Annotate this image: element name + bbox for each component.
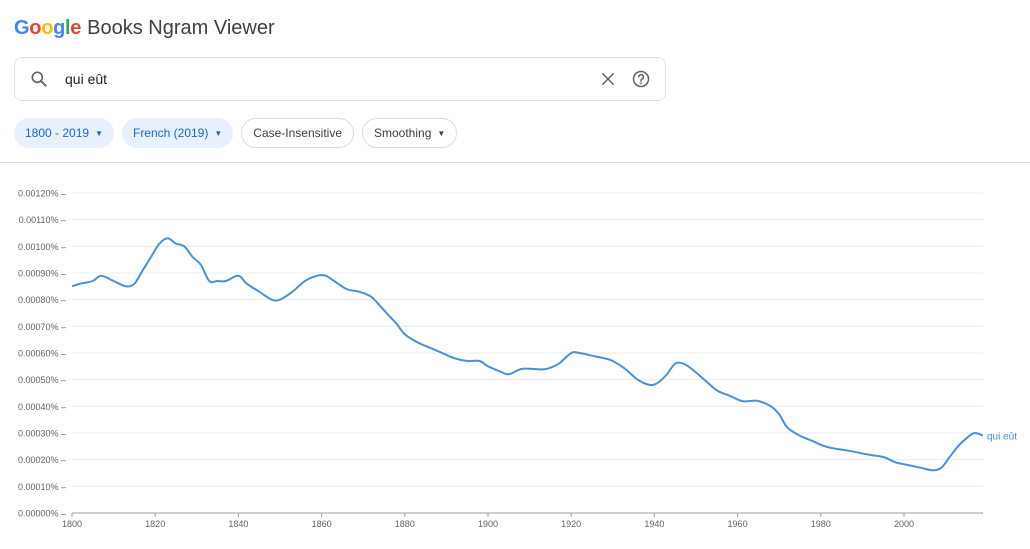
x-tick-label: 1840: [228, 519, 248, 529]
search-input[interactable]: [63, 70, 599, 88]
close-icon[interactable]: [599, 70, 617, 88]
y-tick-label: 0.00120% –: [18, 189, 66, 199]
corpus-dropdown[interactable]: French (2019) ▼: [121, 118, 234, 148]
logo-letter: g: [53, 16, 66, 39]
x-tick-label: 1880: [395, 519, 415, 529]
divider: [0, 162, 1030, 163]
y-tick-label: 0.00030% –: [18, 429, 66, 439]
y-tick-label: 0.00020% –: [18, 455, 66, 465]
y-tick-label: 0.00040% –: [18, 402, 66, 412]
x-tick-label: 1960: [728, 519, 748, 529]
logo-letter: e: [70, 16, 82, 39]
app-title: Books Ngram Viewer: [87, 16, 275, 39]
y-tick-label: 0.00000% –: [18, 509, 66, 519]
case-insensitive-label: Case-Insensitive: [253, 126, 342, 140]
chevron-down-icon: ▼: [437, 128, 446, 138]
corpus-label: French (2019): [132, 126, 209, 140]
y-tick-label: 0.00100% –: [18, 242, 66, 252]
y-tick-label: 0.00050% –: [18, 375, 66, 385]
filter-chips: 1800 - 2019 ▼ French (2019) ▼ Case-Insen…: [14, 118, 458, 148]
y-tick-label: 0.00080% –: [18, 295, 66, 305]
app-header: Google Books Ngram Viewer: [14, 14, 275, 42]
series-line: [71, 237, 984, 472]
x-tick-label: 1940: [644, 519, 664, 529]
y-tick-label: 0.00060% –: [18, 349, 66, 359]
search-icon: [31, 71, 47, 87]
x-tick-label: 1980: [811, 519, 831, 529]
x-tick-label: 1800: [62, 519, 82, 529]
year-range-label: 1800 - 2019: [25, 126, 90, 140]
ngram-chart: 0.00000% – 0.00010% – 0.00020% – 0.00030% –…: [18, 189, 1017, 530]
search-bar: [14, 57, 666, 101]
x-tick-label: 1860: [312, 519, 332, 529]
help-icon[interactable]: [631, 69, 651, 89]
y-tick-label: 0.00010% –: [18, 482, 66, 492]
logo-letter: o: [29, 16, 42, 39]
logo-letter: l: [65, 16, 71, 39]
x-tick-label: 2000: [894, 519, 914, 529]
x-tick-label: 1820: [145, 519, 165, 529]
case-insensitive-toggle[interactable]: Case-Insensitive: [241, 118, 354, 148]
x-tick-label: 1920: [561, 519, 581, 529]
year-range-dropdown[interactable]: 1800 - 2019 ▼: [14, 118, 114, 148]
chevron-down-icon: ▼: [95, 128, 103, 138]
y-tick-label: 0.00090% –: [18, 269, 66, 279]
series-label: qui eût: [987, 432, 1017, 443]
logo-letter: G: [14, 16, 30, 39]
smoothing-dropdown[interactable]: Smoothing ▼: [362, 118, 458, 148]
y-tick-label: 0.00070% –: [18, 322, 66, 332]
logo-letter: o: [41, 16, 54, 39]
x-tick-label: 1900: [478, 519, 498, 529]
chevron-down-icon: ▼: [214, 128, 223, 138]
google-logo[interactable]: Google: [14, 17, 81, 40]
smoothing-label: Smoothing: [374, 126, 432, 140]
y-tick-label: 0.00110% –: [19, 215, 66, 225]
